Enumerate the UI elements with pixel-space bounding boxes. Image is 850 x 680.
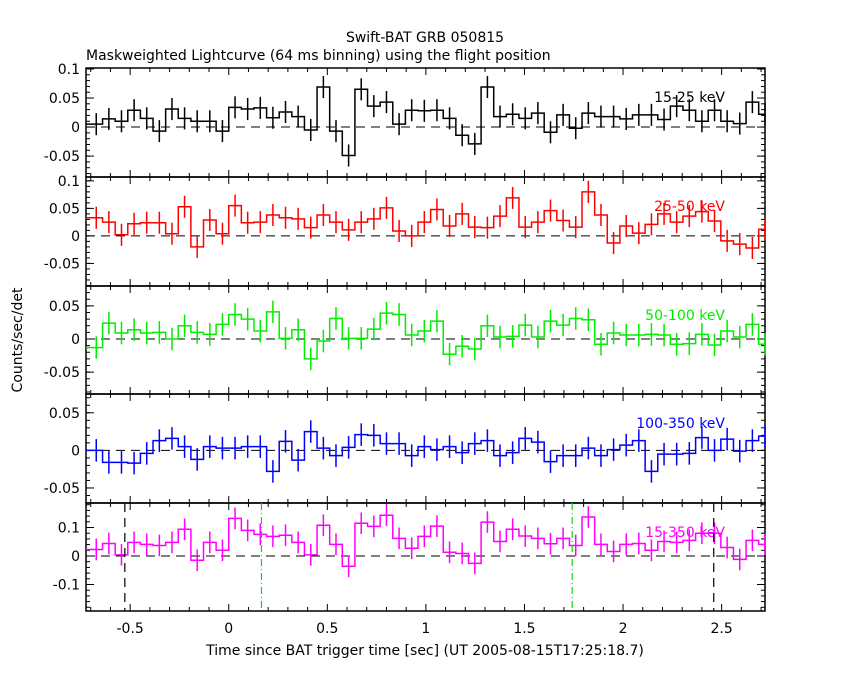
panel-frame [85, 67, 766, 178]
lightcurve-step [86, 430, 765, 473]
y-tick-label: -0.05 [44, 481, 80, 497]
x-tick-label: 0 [224, 621, 233, 637]
panels: 0.1 0.05 0 -0.05 15-25 keV 0.1 0.05 0 -0.05 25-50… [44, 62, 766, 637]
panel-frame [85, 502, 766, 612]
x-axis-label: Time since BAT trigger time [sec] (UT 20… [205, 643, 644, 659]
lightcurve-step [86, 191, 765, 249]
band-label: 25-50 keV [654, 199, 725, 215]
y-tick-label: 0 [71, 120, 80, 136]
panel-frame [85, 393, 766, 504]
chart-subtitle: Maskweighted Lightcurve (64 ms binning) … [86, 48, 551, 64]
y-tick-label: -0.1 [53, 577, 80, 593]
x-tick-label: 1.5 [513, 621, 535, 637]
lightcurve-step [86, 514, 765, 568]
x-tick-label: 1 [421, 621, 430, 637]
panel-15-350-kev: 0.1 0 -0.1 15-350 keV [53, 502, 766, 612]
y-tick-label: 0.1 [58, 62, 80, 78]
y-tick-label: 0 [71, 332, 80, 348]
y-tick-label: -0.05 [44, 365, 80, 381]
chart-title: Swift-BAT GRB 050815 [346, 30, 504, 46]
y-axis-label: Counts/sec/det [10, 287, 26, 392]
y-tick-label: -0.05 [44, 256, 80, 272]
y-tick-label: 0.1 [58, 521, 80, 537]
panel-15-25-kev: 0.1 0.05 0 -0.05 15-25 keV [44, 62, 766, 178]
band-label: 100-350 keV [636, 416, 725, 432]
y-tick-label: 0.05 [49, 299, 80, 315]
panel-50-100-kev: 0.05 0 -0.05 50-100 keV [44, 285, 766, 395]
x-tick-label: 2 [619, 621, 628, 637]
y-tick-label: 0 [71, 443, 80, 459]
lightcurve-step [86, 311, 765, 360]
x-tick-label: 2.5 [710, 621, 732, 637]
band-label: 15-350 keV [645, 525, 725, 541]
y-tick-label: 0 [71, 549, 80, 565]
y-tick-label: 0.1 [58, 174, 80, 190]
x-tick-label: -0.5 [116, 621, 143, 637]
y-tick-label: 0.05 [49, 91, 80, 107]
y-tick-label: 0 [71, 229, 80, 245]
y-tick-label: 0.05 [49, 201, 80, 217]
band-label: 15-25 keV [654, 90, 725, 106]
panel-25-50-kev: 0.1 0.05 0 -0.05 25-50 keV [44, 174, 766, 287]
y-tick-label: 0.05 [49, 406, 80, 422]
lightcurve-step [86, 86, 765, 157]
panel-frame [85, 285, 766, 395]
x-tick-label: 0.5 [316, 621, 338, 637]
band-label: 50-100 keV [645, 308, 725, 324]
panel-100-350-kev: 0.05 0 -0.05 100-350 keV [44, 393, 766, 504]
y-tick-label: -0.05 [44, 149, 80, 165]
panel-frame [85, 176, 766, 287]
